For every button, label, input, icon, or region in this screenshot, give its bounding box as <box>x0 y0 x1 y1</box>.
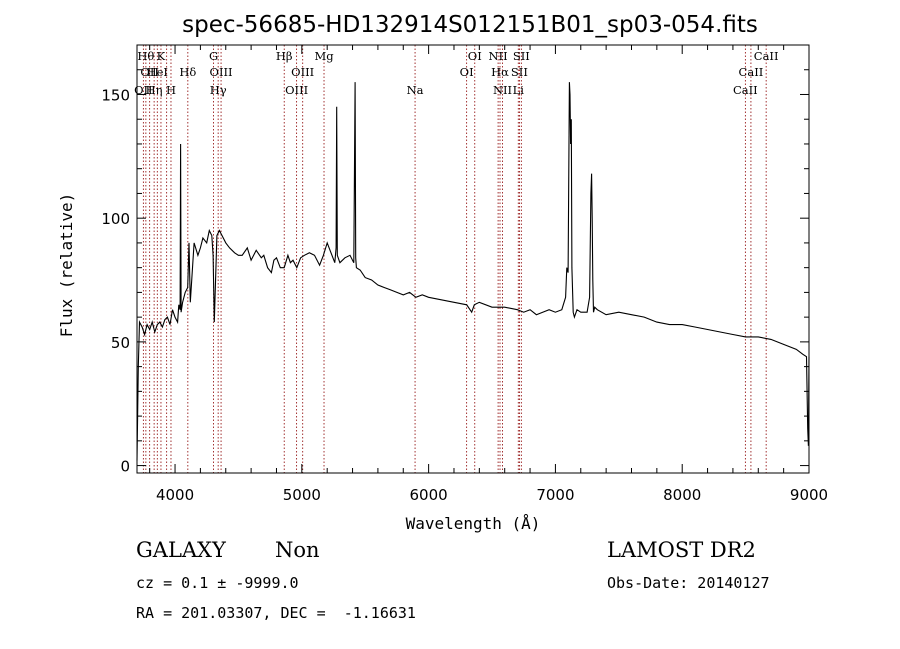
x-axis-label: Wavelength (Å) <box>406 514 541 533</box>
line-label-3: Hη <box>146 83 163 97</box>
y-axis: 0 50 100 150 <box>101 69 809 476</box>
line-label-17: OI <box>460 65 474 79</box>
y-tick-label-1: 50 <box>111 334 130 352</box>
x-axis: 4000 5000 6000 7000 8000 9000 <box>149 45 828 504</box>
emission-line-markers <box>142 45 767 473</box>
line-label-24: SII <box>513 49 530 63</box>
class-label: GALAXY <box>136 538 226 562</box>
line-label-9: G <box>209 49 218 63</box>
y-axis-label: Flux (relative) <box>57 193 76 338</box>
x-tick-label-4: 8000 <box>663 486 701 504</box>
line-label-18: OI <box>468 49 482 63</box>
line-label-1: Hθ <box>137 49 154 63</box>
redshift-text: cz = 0.1 ± -9999.0 <box>136 574 299 592</box>
x-tick-label-0: 4000 <box>156 486 194 504</box>
line-label-15: Mg <box>314 49 334 63</box>
line-label-14: OIII <box>291 65 314 79</box>
line-label-16: Na <box>407 83 424 97</box>
line-label-13: OIII <box>285 83 308 97</box>
x-tick-label-3: 7000 <box>536 486 574 504</box>
spectrum-line <box>136 82 810 461</box>
line-label-4: HeI <box>147 65 168 79</box>
line-label-22: Li <box>513 83 525 97</box>
line-label-7: H <box>166 83 176 97</box>
x-tick-label-2: 6000 <box>410 486 448 504</box>
y-tick-label-3: 150 <box>101 86 130 104</box>
line-label-2: OII <box>140 65 159 79</box>
line-label-0: OII <box>134 83 153 97</box>
subclass-label: Non <box>275 538 320 562</box>
line-label-19: NII <box>489 49 508 63</box>
line-label-26: CaII <box>739 65 764 79</box>
line-label-23: SII <box>511 65 528 79</box>
chart-title: spec-56685-HD132914S012151B01_sp03-054.f… <box>182 12 758 38</box>
emission-line-labels: OIIHθOIIHηHeIKHHδGHγOIIIHβOIIIOIIIMgNaOI… <box>134 49 778 97</box>
line-label-11: OIII <box>210 65 233 79</box>
line-label-8: Hδ <box>179 65 196 79</box>
coordinates-text: RA = 201.03307, DEC = -1.16631 <box>136 604 416 622</box>
line-label-25: CaII <box>733 83 758 97</box>
plot-frame <box>136 44 810 474</box>
x-tick-label-5: 9000 <box>790 486 828 504</box>
line-label-10: Hγ <box>210 83 227 97</box>
obs-date-text: Obs-Date: 20140127 <box>607 574 770 592</box>
line-label-12: Hβ <box>276 49 293 63</box>
survey-label: LAMOST DR2 <box>607 538 756 562</box>
line-label-5: K <box>157 49 166 63</box>
line-label-20: Hα <box>491 65 509 79</box>
y-tick-label-2: 100 <box>101 210 130 228</box>
line-label-21: NII <box>493 83 512 97</box>
y-tick-label-0: 0 <box>120 458 130 476</box>
x-tick-label-1: 5000 <box>283 486 321 504</box>
line-label-27: CaII <box>754 49 779 63</box>
